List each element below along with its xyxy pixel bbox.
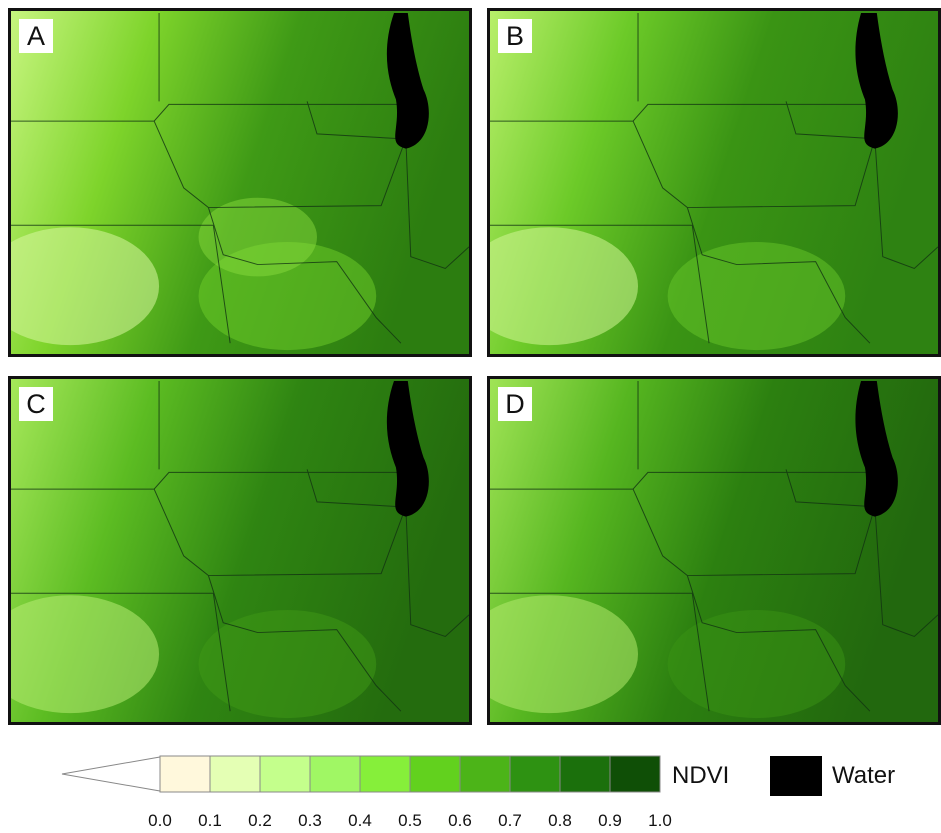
- ndvi-map-a: [11, 11, 469, 354]
- colorbar-tick-label: 0.7: [498, 811, 522, 830]
- colorbar-tick-label: 0.0: [148, 811, 172, 830]
- panel-label-a: A: [19, 19, 53, 53]
- water-label: Water: [832, 762, 896, 789]
- map-panel-a: A: [8, 8, 472, 357]
- colorbar-tick-label: 0.2: [248, 811, 272, 830]
- map-panel-d: D: [487, 376, 941, 725]
- colorbar-tick-label: 0.1: [198, 811, 222, 830]
- colorbar-tick-label: 0.5: [398, 811, 422, 830]
- colorbar-segment: [609, 755, 661, 793]
- ndvi-colorbar: [60, 755, 665, 793]
- colorbar-segment: [459, 755, 511, 793]
- panel-label-b: B: [498, 19, 532, 53]
- colorbar-tick-label: 0.4: [348, 811, 372, 830]
- colorbar-segment: [559, 755, 611, 793]
- map-panel-c: C: [8, 376, 472, 725]
- colorbar-tick-label: 1.0: [648, 811, 672, 830]
- colorbar-svg: [61, 755, 661, 793]
- colorbar-tick-label: 0.6: [448, 811, 472, 830]
- ndvi-map-c: [11, 379, 469, 722]
- map-panel-b: B: [487, 8, 941, 357]
- colorbar-segment: [409, 755, 461, 793]
- colorbar-segment: [359, 755, 411, 793]
- colorbar-segment: [209, 755, 261, 793]
- panel-label-d: D: [498, 387, 532, 421]
- legend-title: NDVI: [672, 762, 730, 789]
- colorbar-segment: [159, 755, 211, 793]
- water-swatch: [770, 756, 822, 796]
- colorbar-tick-label: 0.9: [598, 811, 622, 830]
- colorbar-segment: [509, 755, 561, 793]
- colorbar-tick-label: 0.3: [298, 811, 322, 830]
- panel-label-c: C: [19, 387, 53, 421]
- colorbar-segment: [259, 755, 311, 793]
- colorbar-segment: [309, 755, 361, 793]
- colorbar-tick-label: 0.8: [548, 811, 572, 830]
- ndvi-map-d: [490, 379, 938, 722]
- ndvi-map-b: [490, 11, 938, 354]
- colorbar-extend-triangle: [61, 756, 161, 792]
